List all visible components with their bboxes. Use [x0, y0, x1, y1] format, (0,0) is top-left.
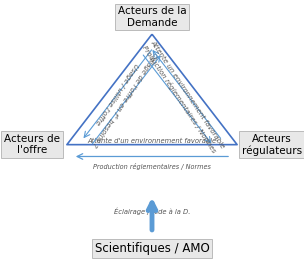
- Text: Calage de l'offre en f° besoins ?: Calage de l'offre en f° besoins ?: [91, 51, 159, 148]
- Text: Usage / utilise l'offre: Usage / utilise l'offre: [93, 62, 139, 126]
- Text: Acteurs de la
Demande: Acteurs de la Demande: [118, 6, 186, 28]
- Text: Production réglementaires / Normes: Production réglementaires / Normes: [93, 163, 211, 170]
- Text: Attente d'un environnement favorable: Attente d'un environnement favorable: [88, 138, 216, 144]
- Text: Éclairage / Aide à la D.: Éclairage / Aide à la D.: [114, 208, 190, 215]
- Text: Attente un environnement favorable: Attente un environnement favorable: [150, 39, 226, 149]
- Text: Scientifiques / AMO: Scientifiques / AMO: [95, 242, 209, 255]
- Text: Acteurs
régulateurs: Acteurs régulateurs: [242, 134, 302, 156]
- Text: Production réglementaires / Normes: Production réglementaires / Normes: [141, 44, 217, 154]
- Text: Acteurs de
l'offre: Acteurs de l'offre: [4, 134, 60, 155]
